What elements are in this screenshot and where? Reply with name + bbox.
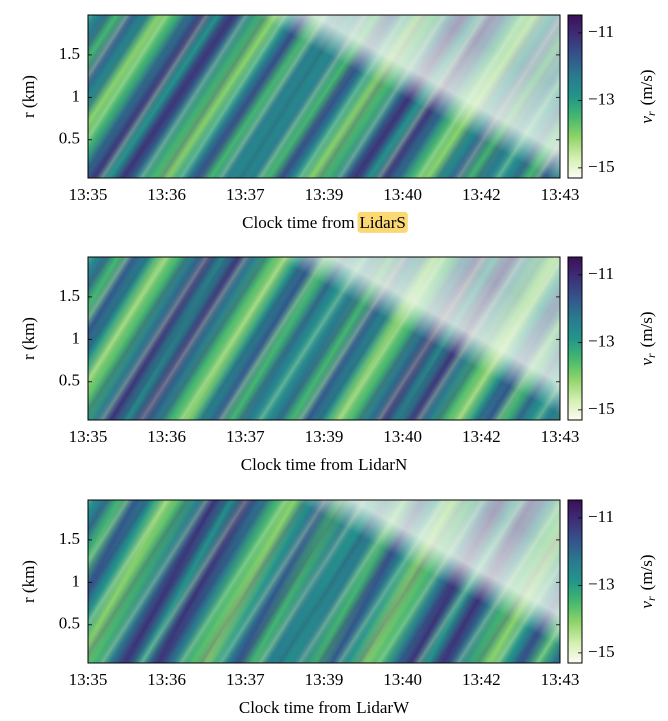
x-tick-label: 13:43 [541,427,580,446]
x-tick-label: 13:42 [462,427,501,446]
x-axis-label-source: LidarN [358,455,407,474]
colorbar-frame [567,14,583,179]
colorbar-label-unit: (m/s) [637,311,656,347]
colorbar-label-symbol: v [637,358,656,366]
x-tick-label: 13:40 [383,185,422,204]
colorbar-frame [567,499,583,664]
x-axis-label-text: Clock time from [242,213,354,232]
x-tick-label: 13:43 [541,185,580,204]
colorbar-label-symbol: v [637,601,656,609]
x-tick-label: 13:42 [462,670,501,689]
colorbar-label: vr (m/s) [637,311,658,365]
heatmap-texture [88,500,560,663]
x-axis-label-text: Clock time from [241,455,353,474]
x-tick-label: 13:42 [462,185,501,204]
x-tick-label: 13:35 [69,670,108,689]
highlight [357,211,408,233]
x-tick-label: 13:37 [226,670,265,689]
colorbar-tick-label: −15 [588,157,615,176]
colorbar-label-unit: (m/s) [637,554,656,590]
y-axis-label: r (km) [19,317,38,360]
x-tick-label: 13:39 [305,427,344,446]
colorbar-tick-label: −11 [588,507,614,526]
colorbar-tick-label: −15 [588,642,615,661]
x-axis-label-text: Clock time from [239,698,351,717]
x-tick-label: 13:37 [226,185,265,204]
x-tick-label: 13:43 [541,670,580,689]
y-tick-label: 1.5 [59,529,80,548]
x-tick-label: 13:39 [305,670,344,689]
y-tick-label: 1 [72,86,81,105]
colorbar-label-subscript: r [644,596,658,601]
colorbar-label-subscript: r [644,111,658,116]
colorbar [568,15,582,178]
y-tick-label: 0.5 [59,371,80,390]
y-tick-label: 1.5 [59,286,80,305]
colorbar-label-unit: (m/s) [637,69,656,105]
x-tick-label: 13:40 [383,670,422,689]
y-tick-label: 1 [72,571,81,590]
x-axis-label-source: LidarS [360,213,406,232]
y-axis-label: r (km) [19,560,38,603]
colorbar-tick-label: −13 [588,89,615,108]
x-axis-label: Clock time from LidarW [239,698,410,717]
plot-frame [87,256,561,421]
colorbar-tick-label: −11 [588,22,614,41]
x-tick-label: 13:37 [226,427,265,446]
heatmap-texture [88,15,560,178]
x-tick-label: 13:39 [305,185,344,204]
x-tick-label: 13:40 [383,427,422,446]
x-tick-label: 13:35 [69,185,108,204]
colorbar-label: vr (m/s) [637,69,658,123]
x-axis-label: Clock time from LidarN [241,455,407,474]
y-tick-label: 0.5 [59,614,80,633]
x-tick-label: 13:36 [147,670,186,689]
y-tick-label: 1 [72,328,81,347]
plot-frame [87,499,561,664]
colorbar [568,500,582,663]
colorbar-tick-label: −13 [588,574,615,593]
plot-frame [87,14,561,179]
x-axis-label-source: LidarW [356,698,410,717]
colorbar-label-symbol: v [637,116,656,124]
colorbar-frame [567,256,583,421]
heatmap-texture [88,257,560,420]
x-tick-label: 13:35 [69,427,108,446]
colorbar-tick-label: −15 [588,399,615,418]
x-tick-label: 13:36 [147,427,186,446]
colorbar-label-subscript: r [644,353,658,358]
y-tick-label: 1.5 [59,44,80,63]
y-tick-label: 0.5 [59,129,80,148]
y-axis-label: r (km) [19,75,38,118]
colorbar-tick-label: −13 [588,331,615,350]
colorbar [568,257,582,420]
x-axis-label: Clock time from LidarS [242,213,406,232]
x-tick-label: 13:36 [147,185,186,204]
colorbar-tick-label: −11 [588,264,614,283]
colorbar-label: vr (m/s) [637,554,658,608]
